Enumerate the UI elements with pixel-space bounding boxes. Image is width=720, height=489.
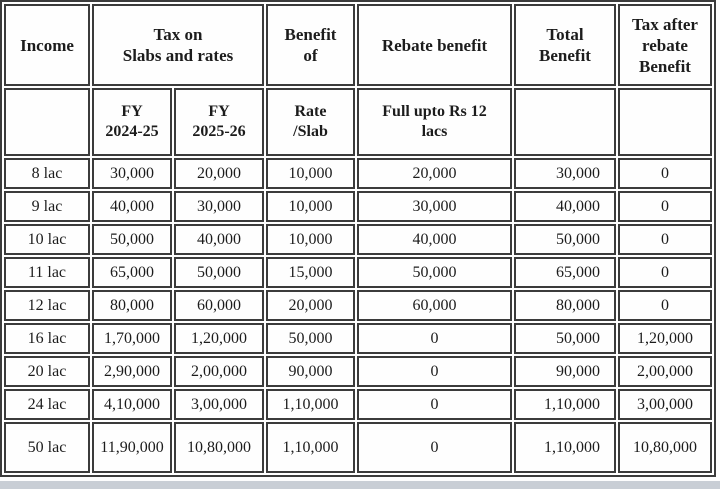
table-row: 11 lac 65,000 50,000 15,000 50,000 65,000 0: [4, 257, 712, 288]
table-header: Income Tax on Slabs and rates Benefit of R…: [4, 4, 712, 156]
cell-tax-fy-2024-25: 65,000: [92, 257, 172, 288]
cell-tax-fy-2025-26: 1,20,000: [174, 323, 264, 354]
table-row: 9 lac 40,000 30,000 10,000 30,000 40,000 0: [4, 191, 712, 222]
cell-benefit-rate-slab: 10,000: [266, 224, 355, 255]
cell-rebate-benefit: 20,000: [357, 158, 512, 189]
cell-tax-fy-2025-26: 50,000: [174, 257, 264, 288]
table-row: 16 lac 1,70,000 1,20,000 50,000 0 50,000 1,20,…: [4, 323, 712, 354]
cell-rebate-benefit: 0: [357, 356, 512, 387]
cell-income: 11 lac: [4, 257, 90, 288]
cell-rebate-benefit: 30,000: [357, 191, 512, 222]
cell-tax-fy-2025-26: 3,00,000: [174, 389, 264, 420]
cell-tax-fy-2024-25: 4,10,000: [92, 389, 172, 420]
header-income: Income: [4, 4, 90, 86]
cell-tax-after-rebate: 10,80,000: [618, 422, 712, 473]
table-row: 20 lac 2,90,000 2,00,000 90,000 0 90,000 2,00,…: [4, 356, 712, 387]
cell-income: 24 lac: [4, 389, 90, 420]
cell-total-benefit: 50,000: [514, 323, 616, 354]
subheader-rate-slab: Rate/Slab: [266, 88, 355, 156]
table-header-row-2: FY 2024-25 FY 2025-26 Rate/Slab Full upto …: [4, 88, 712, 156]
cell-tax-fy-2025-26: 2,00,000: [174, 356, 264, 387]
cell-tax-fy-2025-26: 60,000: [174, 290, 264, 321]
cell-total-benefit: 50,000: [514, 224, 616, 255]
cell-benefit-rate-slab: 1,10,000: [266, 422, 355, 473]
cell-tax-fy-2024-25: 1,70,000: [92, 323, 172, 354]
cell-income: 12 lac: [4, 290, 90, 321]
bottom-edge-strip: [0, 481, 720, 489]
cell-benefit-rate-slab: 1,10,000: [266, 389, 355, 420]
subheader-income-empty: [4, 88, 90, 156]
subheader-total-empty: [514, 88, 616, 156]
cell-tax-fy-2024-25: 50,000: [92, 224, 172, 255]
cell-rebate-benefit: 0: [357, 323, 512, 354]
table-row: 10 lac 50,000 40,000 10,000 40,000 50,000 0: [4, 224, 712, 255]
table-body: 8 lac 30,000 20,000 10,000 20,000 30,000 0 9 la…: [4, 158, 712, 473]
cell-tax-fy-2024-25: 30,000: [92, 158, 172, 189]
cell-income: 50 lac: [4, 422, 90, 473]
table-row: 12 lac 80,000 60,000 20,000 60,000 80,000 0: [4, 290, 712, 321]
cell-tax-after-rebate: 0: [618, 224, 712, 255]
subheader-fy-2024-25: FY 2024-25: [92, 88, 172, 156]
cell-total-benefit: 1,10,000: [514, 389, 616, 420]
cell-total-benefit: 80,000: [514, 290, 616, 321]
header-rebate-benefit: Rebate benefit: [357, 4, 512, 86]
cell-tax-fy-2025-26: 20,000: [174, 158, 264, 189]
cell-benefit-rate-slab: 15,000: [266, 257, 355, 288]
cell-tax-after-rebate: 2,00,000: [618, 356, 712, 387]
table-row: 8 lac 30,000 20,000 10,000 20,000 30,000 0: [4, 158, 712, 189]
cell-tax-fy-2025-26: 40,000: [174, 224, 264, 255]
cell-total-benefit: 40,000: [514, 191, 616, 222]
header-benefit-of: Benefit of: [266, 4, 355, 86]
tax-comparison-table: Income Tax on Slabs and rates Benefit of R…: [0, 0, 716, 477]
cell-rebate-benefit: 50,000: [357, 257, 512, 288]
cell-tax-fy-2024-25: 11,90,000: [92, 422, 172, 473]
cell-tax-after-rebate: 0: [618, 290, 712, 321]
header-total-benefit: Total Benefit: [514, 4, 616, 86]
cell-income: 16 lac: [4, 323, 90, 354]
cell-total-benefit: 65,000: [514, 257, 616, 288]
cell-benefit-rate-slab: 10,000: [266, 158, 355, 189]
table-row: 24 lac 4,10,000 3,00,000 1,10,000 0 1,10,000 3…: [4, 389, 712, 420]
cell-benefit-rate-slab: 20,000: [266, 290, 355, 321]
cell-income: 8 lac: [4, 158, 90, 189]
cell-tax-fy-2024-25: 40,000: [92, 191, 172, 222]
cell-income: 9 lac: [4, 191, 90, 222]
cell-tax-fy-2025-26: 30,000: [174, 191, 264, 222]
cell-benefit-rate-slab: 10,000: [266, 191, 355, 222]
subheader-fy-2025-26: FY 2025-26: [174, 88, 264, 156]
subheader-tax-after-empty: [618, 88, 712, 156]
header-tax-after-rebate: Tax after rebate Benefit: [618, 4, 712, 86]
cell-rebate-benefit: 0: [357, 389, 512, 420]
cell-total-benefit: 30,000: [514, 158, 616, 189]
cell-rebate-benefit: 60,000: [357, 290, 512, 321]
cell-tax-after-rebate: 1,20,000: [618, 323, 712, 354]
table-header-row-1: Income Tax on Slabs and rates Benefit of R…: [4, 4, 712, 86]
cell-tax-after-rebate: 0: [618, 257, 712, 288]
cell-total-benefit: 90,000: [514, 356, 616, 387]
cell-tax-fy-2025-26: 10,80,000: [174, 422, 264, 473]
cell-rebate-benefit: 40,000: [357, 224, 512, 255]
cell-tax-after-rebate: 3,00,000: [618, 389, 712, 420]
cell-benefit-rate-slab: 50,000: [266, 323, 355, 354]
cell-income: 20 lac: [4, 356, 90, 387]
table-row: 50 lac 11,90,000 10,80,000 1,10,000 0 1,10,00…: [4, 422, 712, 473]
cell-total-benefit: 1,10,000: [514, 422, 616, 473]
cell-tax-fy-2024-25: 2,90,000: [92, 356, 172, 387]
subheader-rebate-full-upto: Full upto Rs 12 lacs: [357, 88, 512, 156]
cell-tax-after-rebate: 0: [618, 158, 712, 189]
cell-income: 10 lac: [4, 224, 90, 255]
cell-tax-after-rebate: 0: [618, 191, 712, 222]
header-tax-on-slabs: Tax on Slabs and rates: [92, 4, 264, 86]
cell-benefit-rate-slab: 90,000: [266, 356, 355, 387]
cell-tax-fy-2024-25: 80,000: [92, 290, 172, 321]
cell-rebate-benefit: 0: [357, 422, 512, 473]
